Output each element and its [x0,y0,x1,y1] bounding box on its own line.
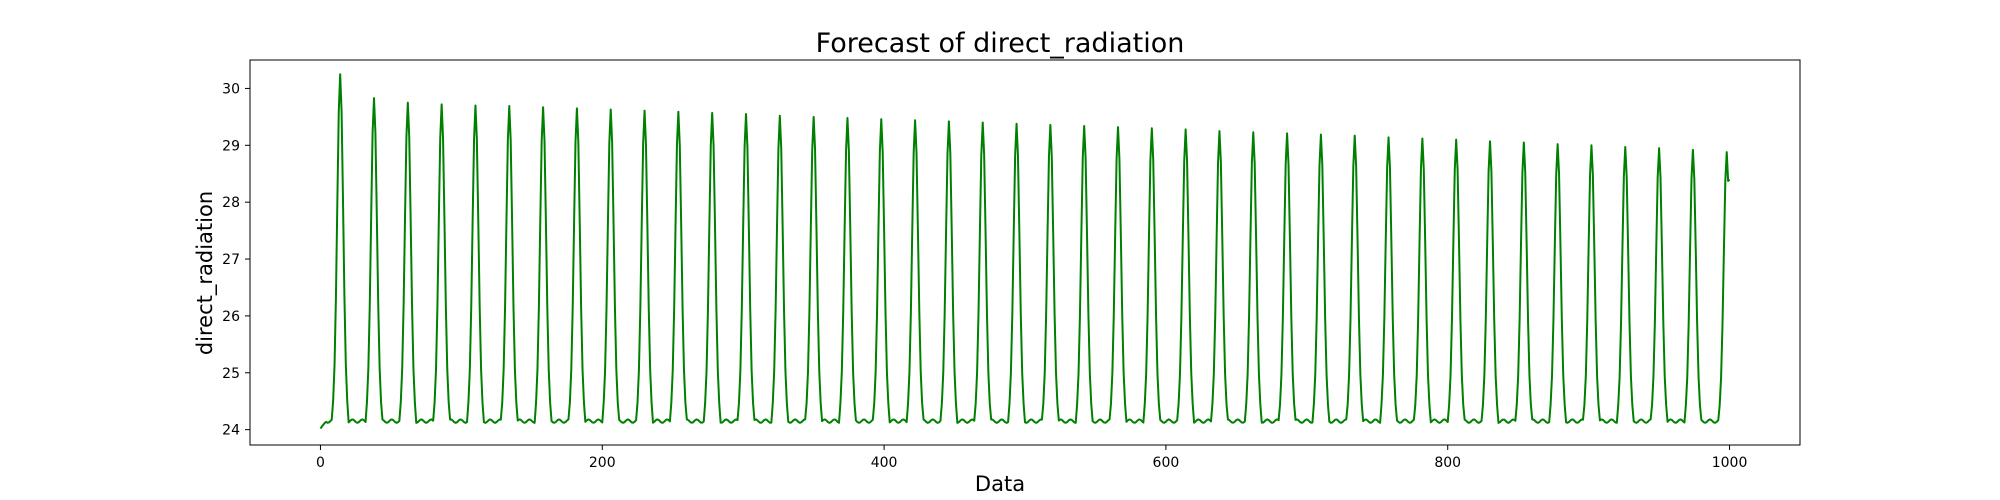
y-tick-label: 27 [222,252,240,268]
x-tick-label: 200 [589,455,616,471]
chart-title: Forecast of direct_radiation [816,28,1185,59]
y-tick-label: 28 [222,195,240,211]
y-axis-label: direct_radiation [193,191,218,355]
axis-ticks: 0 200 400 600 800 1000 24 25 26 27 28 29 30 [222,81,1747,471]
x-tick-label: 0 [316,455,325,471]
y-tick-label: 24 [222,423,240,439]
x-tick-label: 400 [871,455,898,471]
x-tick-label: 800 [1434,455,1461,471]
x-axis-label: Data [975,472,1025,496]
x-tick-label: 600 [1153,455,1180,471]
plot-frame [249,59,1801,446]
plot-area [319,73,1731,430]
y-tick-label: 25 [222,366,240,382]
x-tick-label: 1000 [1712,455,1748,471]
y-tick-label: 30 [222,81,240,97]
y-tick-label: 29 [222,138,240,154]
y-tick-label: 26 [222,309,240,325]
series-line [319,73,1731,430]
